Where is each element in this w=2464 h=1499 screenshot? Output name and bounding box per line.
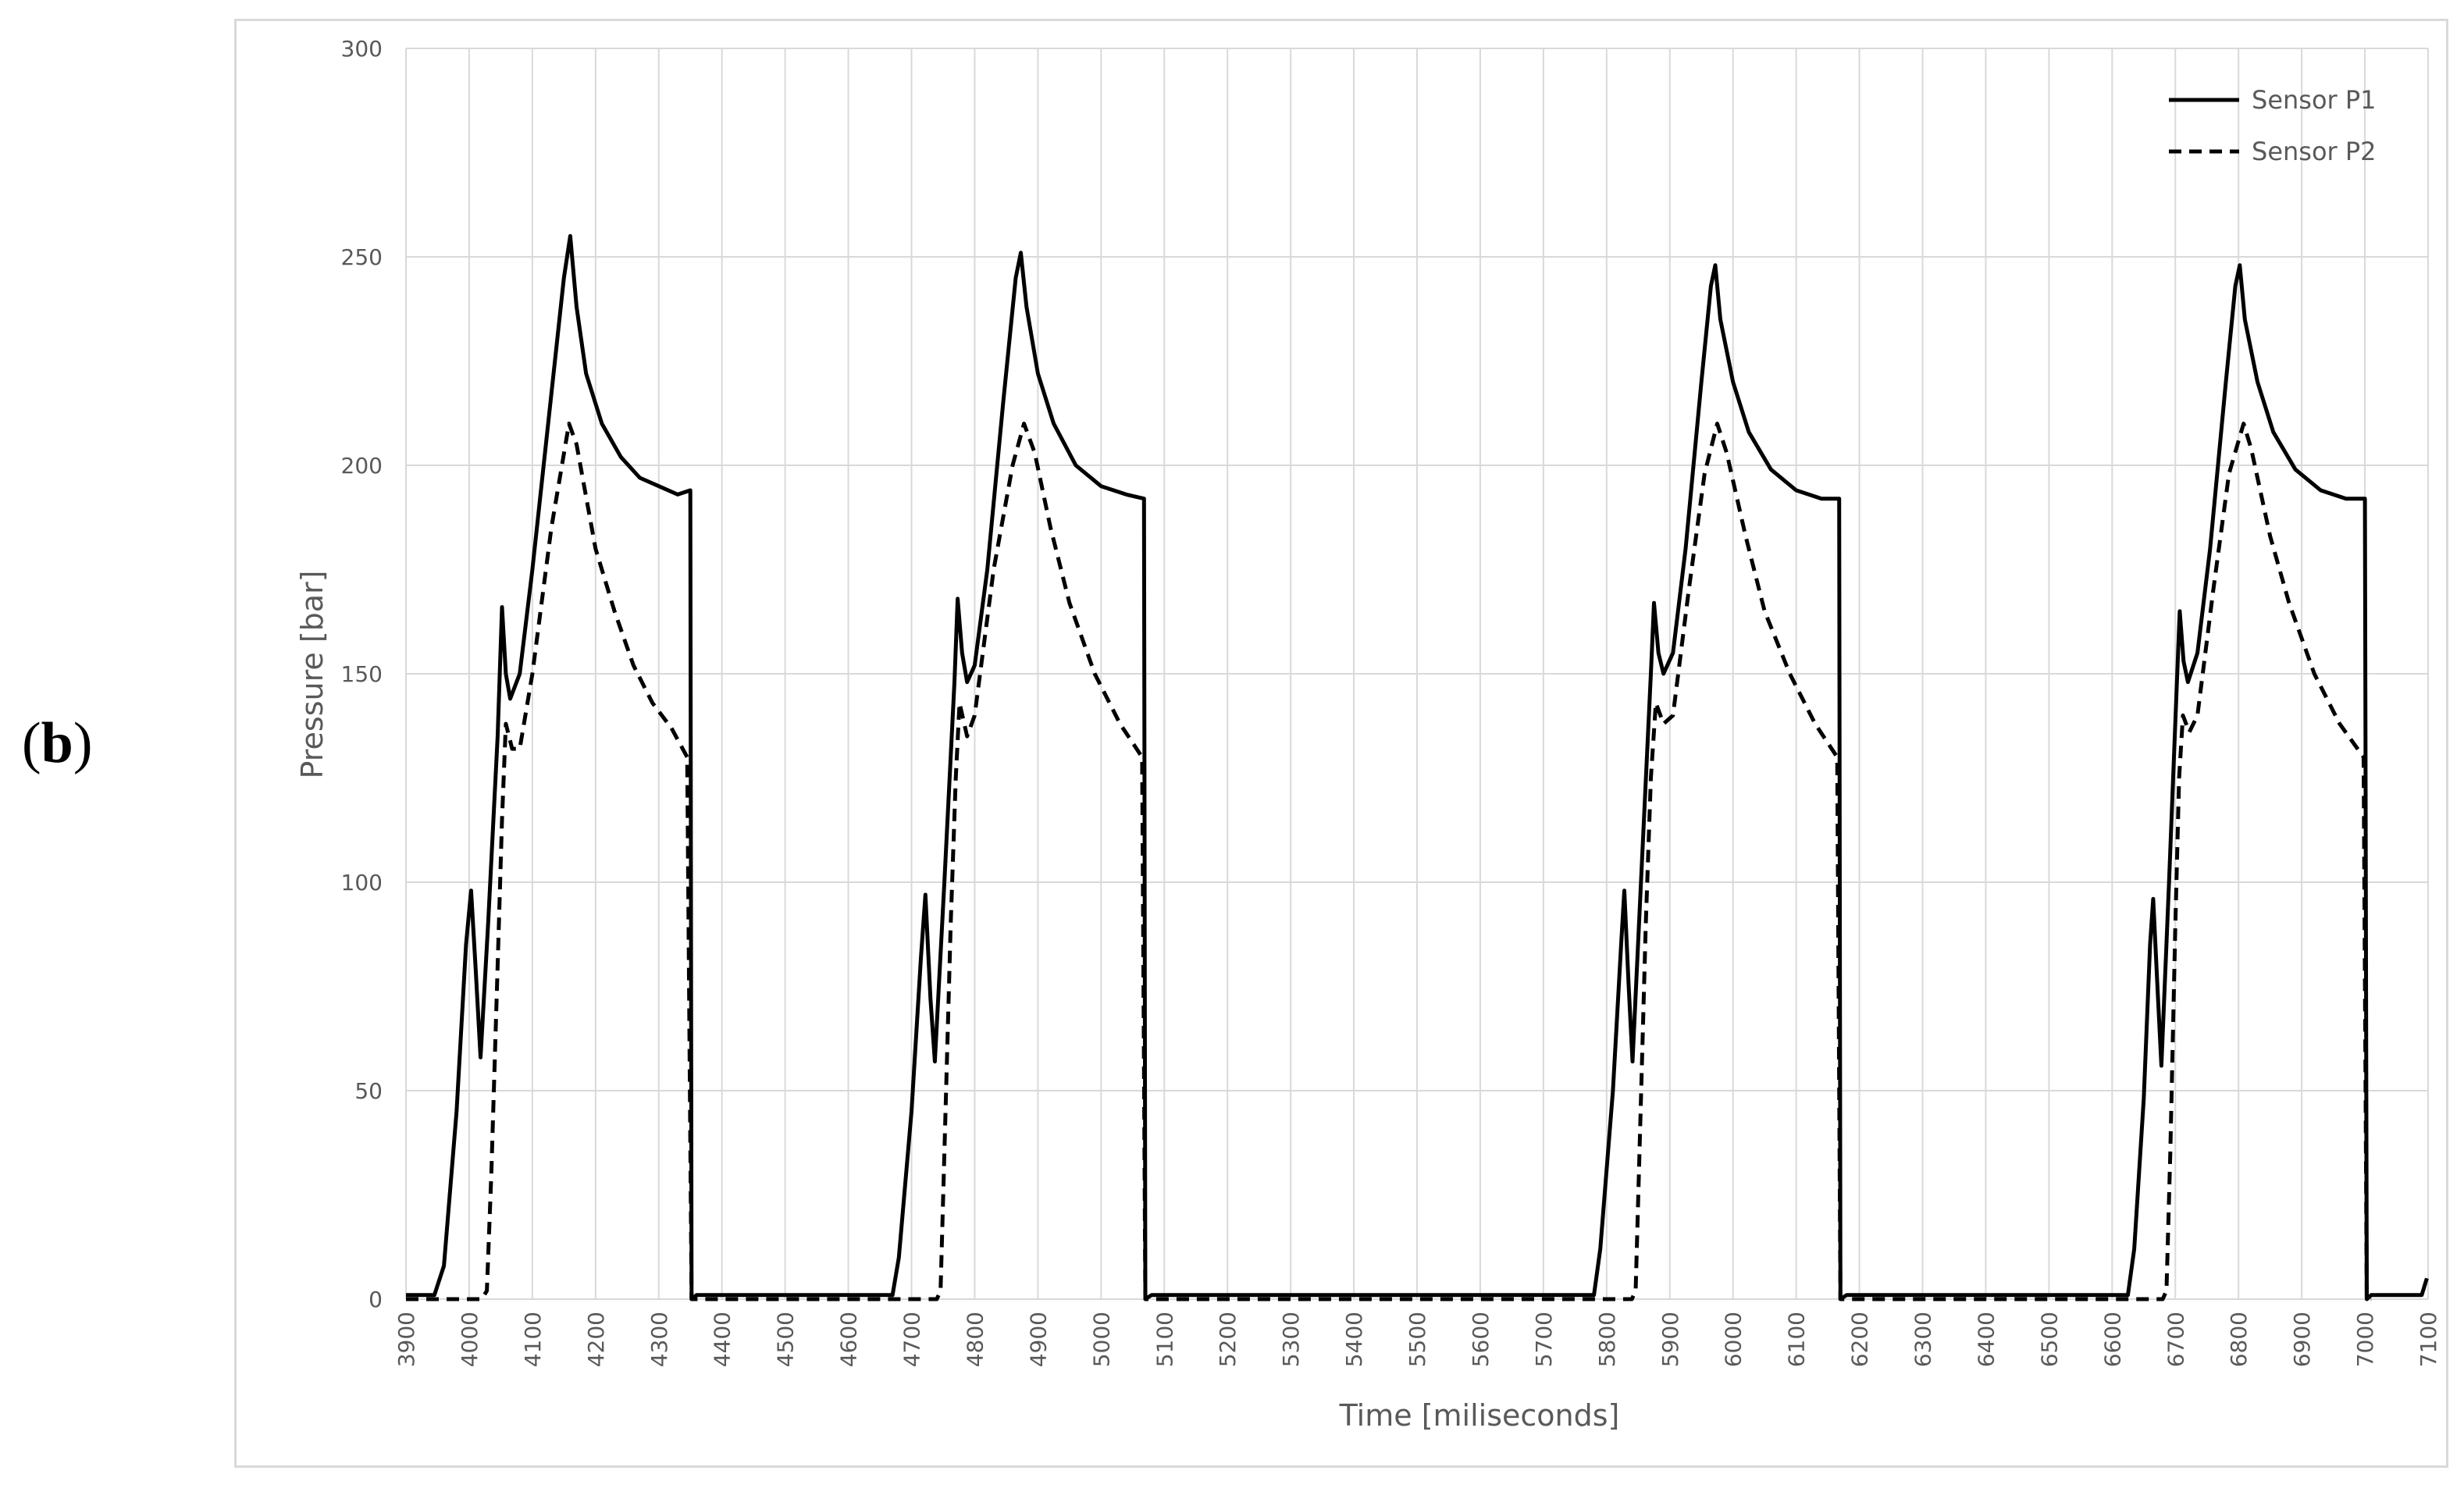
legend: Sensor P1 Sensor P2 bbox=[2169, 85, 2377, 166]
y-tick-label: 100 bbox=[341, 870, 383, 895]
x-tick-label: 4000 bbox=[457, 1312, 482, 1367]
x-tick-label: 5900 bbox=[1658, 1312, 1683, 1367]
x-tick-label: 5300 bbox=[1278, 1312, 1304, 1367]
x-tick-label: 5200 bbox=[1215, 1312, 1241, 1367]
y-tick-label: 0 bbox=[369, 1287, 383, 1312]
x-tick-label: 4300 bbox=[646, 1312, 672, 1367]
x-tick-label: 5000 bbox=[1088, 1312, 1114, 1367]
tick-labels: 0 50 100 150 200 250 300 3900 4000 4100 4200 4300 44… bbox=[341, 36, 2441, 1367]
series-lines bbox=[406, 233, 2429, 1301]
series-line-2 bbox=[406, 422, 2372, 1301]
x-tick-label: 5700 bbox=[1531, 1312, 1557, 1367]
y-tick-label: 300 bbox=[341, 36, 383, 62]
x-axis-title: Time [miliseconds] bbox=[1339, 1398, 1620, 1433]
x-tick-label: 6900 bbox=[2289, 1312, 2315, 1367]
x-tick-label: 4600 bbox=[836, 1312, 862, 1367]
chart-frame bbox=[234, 19, 2448, 1468]
x-tick-label: 6600 bbox=[2099, 1312, 2125, 1367]
x-tick-label: 5100 bbox=[1152, 1312, 1177, 1367]
x-tick-label: 4800 bbox=[962, 1312, 988, 1367]
legend-label-2: Sensor P2 bbox=[2252, 137, 2377, 166]
x-tick-label: 6400 bbox=[1973, 1312, 1999, 1367]
y-tick-label: 150 bbox=[341, 661, 383, 687]
x-tick-label: 7000 bbox=[2352, 1312, 2378, 1367]
x-tick-label: 4200 bbox=[583, 1312, 609, 1367]
x-tick-label: 6500 bbox=[2036, 1312, 2062, 1367]
x-tick-label: 5400 bbox=[1341, 1312, 1367, 1367]
panel-label: (b) bbox=[22, 711, 93, 775]
x-tick-label: 4700 bbox=[899, 1312, 925, 1367]
x-tick-label: 5500 bbox=[1405, 1312, 1430, 1367]
x-tick-label: 4500 bbox=[773, 1312, 799, 1367]
y-tick-label: 250 bbox=[341, 244, 383, 270]
y-tick-label: 200 bbox=[341, 453, 383, 479]
x-tick-label: 6200 bbox=[1847, 1312, 1873, 1367]
y-tick-label: 50 bbox=[354, 1078, 383, 1104]
x-tick-label: 5800 bbox=[1594, 1312, 1620, 1367]
x-tick-label: 6700 bbox=[2163, 1312, 2188, 1367]
gridlines bbox=[405, 48, 2429, 1300]
series-line-1 bbox=[406, 233, 2429, 1301]
x-tick-label: 3900 bbox=[393, 1312, 419, 1367]
x-tick-label: 6000 bbox=[1721, 1312, 1747, 1367]
x-tick-label: 6100 bbox=[1784, 1312, 1810, 1367]
x-tick-label: 5600 bbox=[1468, 1312, 1494, 1367]
x-tick-label: 4100 bbox=[520, 1312, 546, 1367]
y-axis-title: Pressure [bar] bbox=[295, 570, 329, 778]
legend-label-1: Sensor P1 bbox=[2252, 85, 2377, 115]
x-tick-label: 4400 bbox=[710, 1312, 735, 1367]
x-tick-label: 6800 bbox=[2226, 1312, 2252, 1367]
x-tick-label: 6300 bbox=[1910, 1312, 1936, 1367]
x-tick-label: 7100 bbox=[2416, 1312, 2441, 1367]
x-tick-label: 4900 bbox=[1025, 1312, 1051, 1367]
